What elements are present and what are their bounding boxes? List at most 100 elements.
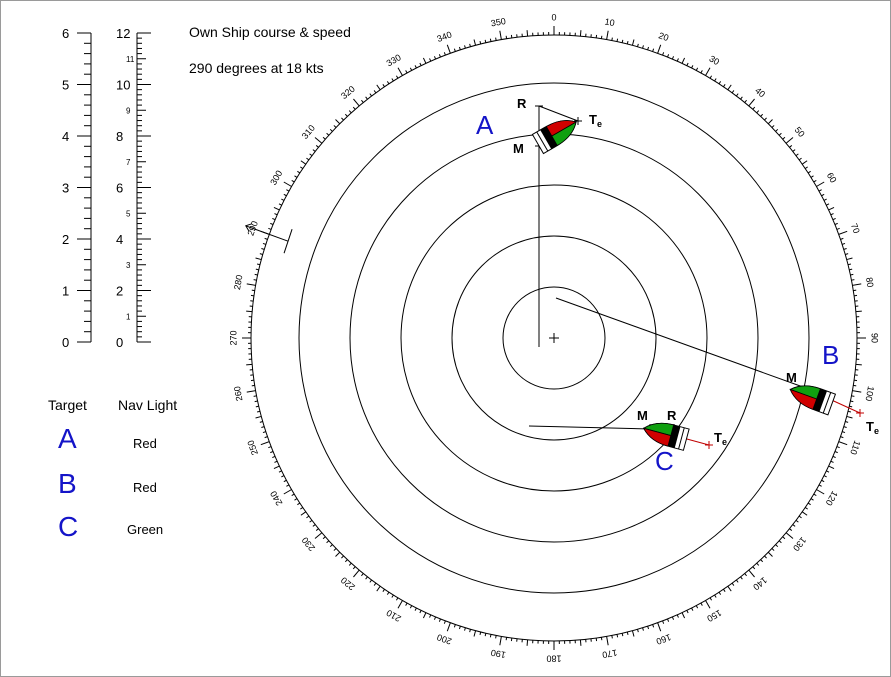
bearing-tick <box>606 30 609 40</box>
bearing-tick <box>830 213 834 216</box>
bearing-tick <box>274 213 278 216</box>
bearing-tick <box>376 585 381 592</box>
bearing-tick <box>309 519 313 523</box>
bearing-tick <box>782 536 786 540</box>
bearing-tick <box>735 93 739 97</box>
bearing-tick <box>283 193 287 197</box>
bearing-tick <box>469 629 471 633</box>
bearing-tick <box>849 405 853 408</box>
bearing-tick <box>705 67 711 76</box>
bearing-tick <box>727 585 732 592</box>
bearing-tick <box>760 113 764 117</box>
bearing-tick <box>499 636 502 646</box>
left-scale-label: 0 <box>62 335 69 350</box>
bearing-tick <box>419 610 422 614</box>
bearing-tick <box>429 58 432 62</box>
bearing-tick <box>376 84 381 91</box>
bearing-tick <box>836 227 840 230</box>
bearing-tick <box>255 415 262 419</box>
bearing-tick <box>489 634 492 638</box>
bearing-tick <box>353 98 360 107</box>
bearing-tick <box>473 630 477 637</box>
bearing-tick <box>807 170 811 174</box>
bearing-tick <box>850 400 854 403</box>
bearing-tick <box>642 627 644 631</box>
bearing-tick <box>278 203 282 206</box>
bearing-tick <box>297 502 301 506</box>
bearing-tick <box>314 532 323 539</box>
bearing-tick <box>849 268 853 271</box>
bearing-tick <box>344 113 348 117</box>
bearing-tick <box>621 633 624 637</box>
bearing-label: 280 <box>232 274 244 291</box>
bearing-tick <box>767 551 773 557</box>
bearing-tick <box>326 540 330 544</box>
bearing-tick <box>479 631 482 636</box>
bearing-tick <box>810 175 814 178</box>
bearing-tick <box>652 624 655 628</box>
bearing-tick <box>756 562 760 566</box>
bearing-tick <box>446 622 451 632</box>
bearing-tick <box>300 166 304 169</box>
bearing-tick <box>458 626 461 630</box>
bearing-tick <box>657 622 662 632</box>
legend-light-b: Red <box>133 480 157 495</box>
bearing-tick <box>667 618 670 622</box>
bearing-tick <box>718 591 722 595</box>
right-scale-minor-label: 3 <box>126 261 131 270</box>
bearing-label: 10 <box>604 16 616 28</box>
bearing-tick <box>438 618 441 622</box>
bearing-label: 320 <box>339 84 357 101</box>
bearing-tick <box>489 38 492 42</box>
bearing-tick <box>657 44 662 54</box>
bearing-tick <box>778 132 782 136</box>
bearing-tick <box>798 157 802 161</box>
bearing-tick <box>740 96 743 100</box>
bearing-tick <box>414 65 417 69</box>
bearing-tick <box>495 635 497 639</box>
bearing-tick <box>361 99 364 103</box>
bearing-tick <box>851 395 855 397</box>
bearing-label: 310 <box>300 123 317 141</box>
bearing-label: 340 <box>436 29 454 44</box>
bearing-tick <box>300 160 307 165</box>
bearing-tick <box>270 451 274 454</box>
bearing-tick <box>329 544 333 548</box>
bearing-tick <box>409 605 413 609</box>
bearing-tick <box>801 511 808 516</box>
bearing-tick <box>804 507 808 510</box>
vessel-stern-line <box>678 427 685 450</box>
bearing-tick <box>785 137 794 144</box>
bearing-tick <box>352 106 356 110</box>
bearing-tick <box>691 65 694 69</box>
bearing-tick <box>843 248 847 250</box>
left-scale-label: 5 <box>62 78 69 93</box>
bearing-tick <box>397 600 403 609</box>
target-a-rm-line <box>538 105 579 122</box>
bearing-tick <box>255 257 262 261</box>
bearing-tick <box>409 67 413 71</box>
bearing-tick <box>306 157 310 161</box>
bearing-tick <box>264 237 268 240</box>
bearing-tick <box>842 242 846 245</box>
target-b-vessel <box>789 385 837 416</box>
bearing-label: 220 <box>339 575 357 592</box>
target-b-label: B <box>822 340 839 370</box>
bearing-label: 260 <box>232 385 244 402</box>
bearing-tick <box>315 528 319 531</box>
heading-crossbar <box>283 229 293 254</box>
bearing-tick <box>326 132 330 136</box>
bearing-tick <box>852 390 862 393</box>
bearing-tick <box>261 248 265 250</box>
target-a-te-label: Te <box>589 112 602 129</box>
bearing-tick <box>807 502 811 506</box>
bearing-tick <box>611 37 613 41</box>
legend-light-c: Green <box>127 522 164 537</box>
bearing-tick <box>395 597 399 601</box>
right-scale-minor-label: 1 <box>126 312 131 321</box>
bearing-tick <box>826 470 830 473</box>
bearing-tick <box>764 555 767 559</box>
bearing-tick <box>775 128 779 132</box>
bearing-tick <box>789 528 793 531</box>
